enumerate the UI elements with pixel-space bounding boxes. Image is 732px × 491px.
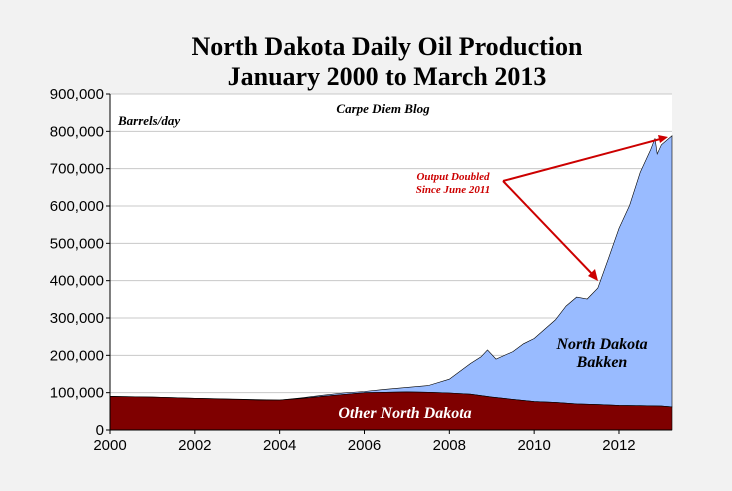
y-tick-label: 700,000: [50, 161, 104, 178]
annotation-since-june-2011: Since June 2011: [416, 184, 491, 196]
x-tick-label: 2004: [263, 437, 296, 454]
y-tick-label: 500,000: [50, 235, 104, 252]
y-tick-label: 800,000: [50, 123, 104, 140]
annotation-arrowhead-june-2011: [588, 269, 598, 281]
gridlines: [110, 93, 672, 394]
x-axis-ticks: 2000 2002 2004 2006 2008 2010 2012: [93, 430, 636, 454]
x-tick-label: 2012: [602, 437, 635, 454]
x-tick-label: 2006: [348, 437, 381, 454]
source-label: Carpe Diem Blog: [336, 101, 430, 116]
series-label-other-north-dakota: Other North Dakota: [338, 405, 471, 422]
annotation-arrowhead-peak: [658, 135, 668, 143]
annotation-arrow-to-peak: [502, 137, 665, 182]
y-tick-label: 900,000: [50, 86, 104, 103]
annotation-output-doubled: Output Doubled: [416, 171, 490, 183]
annotation-arrow-to-june-2011: [502, 180, 595, 277]
y-tick-label: 100,000: [50, 385, 104, 402]
y-tick-label: 600,000: [50, 198, 104, 215]
x-tick-label: 2000: [93, 437, 126, 454]
chart-title: North Dakota Daily Oil Production: [192, 32, 584, 61]
y-tick-label: 0: [96, 422, 104, 439]
y-tick-label: 200,000: [50, 347, 104, 364]
chart-subtitle: January 2000 to March 2013: [228, 62, 547, 91]
series-area-other-north-dakota: [109, 391, 673, 431]
y-tick-label: 300,000: [50, 310, 104, 327]
y-axis-label: Barrels/day: [117, 113, 180, 128]
x-tick-label: 2010: [517, 437, 550, 454]
y-axis-ticks: 0 100,000 200,000 300,000 400,000 500,000 600,…: [50, 86, 110, 439]
series-label-bakken: Bakken: [576, 354, 628, 371]
x-tick-label: 2008: [433, 437, 466, 454]
y-tick-label: 400,000: [50, 273, 104, 290]
x-tick-label: 2002: [178, 437, 211, 454]
series-label-north-dakota: North Dakota: [555, 336, 647, 353]
